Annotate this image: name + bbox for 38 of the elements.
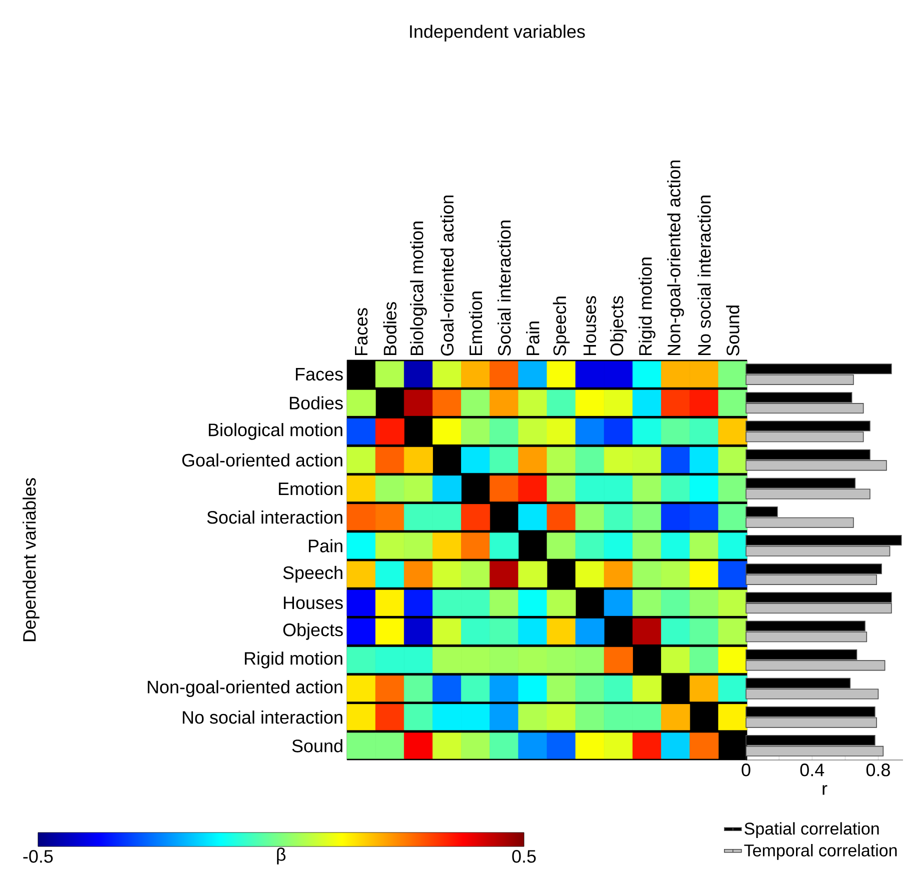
x-tick-label: Speech	[552, 296, 570, 356]
color-bar-label: 0.5	[512, 850, 536, 863]
y-tick-label: Bodies	[290, 396, 343, 410]
x-tick-label: Social interaction	[498, 220, 511, 356]
y-tick-label: Faces	[296, 368, 343, 381]
x-tick-label: Emotion	[468, 292, 482, 355]
y-axis-title: Dependent variables	[22, 478, 40, 642]
x-axis-title: r	[822, 785, 828, 795]
y-tick-label: Objects	[283, 623, 343, 640]
y-tick-label: Goal-oriented action	[182, 453, 342, 467]
x-axis-title: Independent variables	[410, 24, 585, 42]
y-tick-label: Sound	[292, 739, 342, 752]
legend-label: Spatial correlation	[744, 822, 879, 838]
y-tick-label: No social interaction	[182, 710, 342, 724]
x-tick-label: 0.8	[866, 764, 890, 776]
x-tick-label: Biological motion	[410, 222, 427, 355]
color-bar-title: β	[277, 848, 286, 864]
legend-label: Temporal correlation	[744, 844, 897, 860]
color-bar-label: -0.5	[23, 850, 53, 863]
x-tick-label: Bodies	[383, 302, 396, 355]
y-tick-label: Emotion	[278, 482, 342, 496]
y-tick-label: Speech	[283, 566, 342, 583]
x-tick-label: Non-goal-oriented action	[667, 160, 684, 355]
x-tick-label: 0.4	[800, 764, 824, 776]
y-tick-label: Rigid motion	[244, 652, 342, 668]
y-tick-label: Biological motion	[208, 423, 342, 440]
y-tick-label: Houses	[284, 596, 343, 610]
x-tick-label: Houses	[584, 296, 596, 355]
x-tick-label: No social interaction	[698, 196, 711, 355]
x-tick-label: Rigid motion	[638, 258, 656, 355]
y-tick-label: Social interaction	[207, 510, 342, 524]
x-tick-label: Sound	[726, 306, 740, 356]
x-tick-label: Pain	[526, 322, 540, 355]
y-tick-label: Non-goal-oriented action	[148, 680, 342, 697]
x-tick-label: Objects	[610, 296, 627, 356]
y-tick-label: Pain	[308, 539, 342, 552]
x-tick-label: 0	[742, 764, 750, 776]
x-tick-label: Goal-oriented action	[440, 196, 454, 356]
